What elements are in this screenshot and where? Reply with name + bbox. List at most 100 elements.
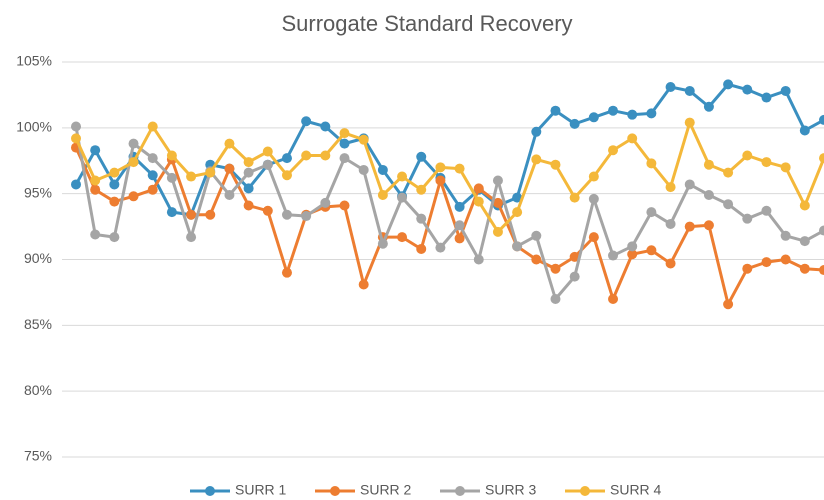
data-point bbox=[90, 184, 101, 195]
data-point bbox=[646, 207, 657, 218]
data-point bbox=[128, 138, 139, 149]
data-point bbox=[646, 108, 657, 119]
legend-label: SURR 2 bbox=[360, 482, 412, 498]
data-point bbox=[550, 159, 561, 170]
data-point bbox=[742, 213, 753, 224]
data-point bbox=[186, 209, 197, 220]
data-point bbox=[492, 175, 503, 186]
data-point bbox=[665, 258, 676, 269]
data-point bbox=[703, 159, 714, 170]
data-point bbox=[627, 241, 638, 252]
data-point bbox=[435, 175, 446, 186]
data-point bbox=[358, 279, 369, 290]
data-point bbox=[320, 150, 331, 161]
data-point bbox=[358, 134, 369, 145]
data-point bbox=[186, 232, 197, 243]
data-point bbox=[454, 163, 465, 174]
data-point bbox=[723, 79, 734, 90]
data-point bbox=[301, 116, 312, 127]
data-point bbox=[320, 121, 331, 132]
data-point bbox=[109, 232, 120, 243]
data-point bbox=[435, 242, 446, 253]
data-point bbox=[819, 225, 824, 236]
data-point bbox=[742, 263, 753, 274]
series-line bbox=[74, 82, 824, 217]
data-point bbox=[416, 213, 427, 224]
data-point bbox=[569, 192, 580, 203]
data-point bbox=[588, 171, 599, 182]
data-point bbox=[397, 171, 408, 182]
data-point bbox=[531, 230, 542, 241]
data-point bbox=[723, 199, 734, 210]
y-tick-label: 90% bbox=[24, 250, 52, 266]
data-point bbox=[723, 299, 734, 310]
data-point bbox=[435, 162, 446, 173]
data-point bbox=[90, 145, 101, 156]
data-point bbox=[742, 150, 753, 161]
data-point bbox=[128, 157, 139, 168]
data-point bbox=[473, 196, 484, 207]
data-point bbox=[416, 243, 427, 254]
data-point bbox=[569, 251, 580, 262]
data-point bbox=[703, 101, 714, 112]
data-point bbox=[262, 146, 273, 157]
y-tick-label: 75% bbox=[24, 448, 52, 464]
y-tick-label: 105% bbox=[16, 53, 52, 69]
data-point bbox=[454, 233, 465, 244]
data-point bbox=[684, 117, 695, 128]
legend-label: SURR 4 bbox=[610, 482, 662, 498]
data-point bbox=[109, 167, 120, 178]
y-tick-label: 80% bbox=[24, 382, 52, 398]
data-point bbox=[608, 294, 619, 304]
data-point bbox=[492, 197, 503, 208]
data-point bbox=[608, 250, 619, 261]
data-point bbox=[397, 232, 408, 243]
data-point bbox=[377, 238, 388, 249]
data-point bbox=[205, 167, 216, 178]
data-point bbox=[665, 182, 676, 193]
data-point bbox=[608, 145, 619, 156]
data-point bbox=[281, 170, 292, 181]
data-point bbox=[799, 236, 810, 247]
data-point bbox=[665, 218, 676, 229]
data-point bbox=[147, 184, 158, 195]
data-point bbox=[147, 121, 158, 132]
data-point bbox=[684, 85, 695, 96]
data-point bbox=[550, 263, 561, 274]
data-point bbox=[512, 241, 523, 252]
data-point bbox=[588, 193, 599, 204]
data-point bbox=[281, 209, 292, 220]
legend-marker bbox=[580, 486, 590, 496]
data-point bbox=[377, 189, 388, 200]
data-point bbox=[646, 158, 657, 169]
data-point bbox=[166, 150, 177, 161]
data-point bbox=[90, 175, 101, 186]
y-tick-label: 85% bbox=[24, 316, 52, 332]
data-point bbox=[531, 154, 542, 165]
data-point bbox=[339, 200, 350, 211]
chart-title: Surrogate Standard Recovery bbox=[281, 11, 572, 36]
data-point bbox=[71, 179, 81, 190]
data-point bbox=[71, 121, 81, 132]
data-point bbox=[780, 162, 791, 173]
data-point bbox=[723, 167, 734, 178]
data-point bbox=[243, 183, 254, 194]
data-point bbox=[243, 200, 254, 211]
data-point bbox=[761, 205, 772, 216]
data-point bbox=[224, 138, 235, 149]
series-line bbox=[74, 121, 824, 234]
data-point bbox=[761, 92, 772, 103]
data-point bbox=[224, 189, 235, 200]
data-point bbox=[780, 85, 791, 96]
data-point bbox=[281, 153, 292, 164]
series-line bbox=[74, 126, 824, 301]
data-point bbox=[166, 172, 177, 183]
data-point bbox=[339, 128, 350, 139]
data-point bbox=[550, 294, 561, 304]
data-point bbox=[780, 230, 791, 241]
data-point bbox=[416, 184, 427, 195]
data-point bbox=[147, 170, 158, 181]
data-point bbox=[377, 164, 388, 175]
data-point bbox=[512, 192, 523, 203]
data-point bbox=[71, 133, 81, 144]
